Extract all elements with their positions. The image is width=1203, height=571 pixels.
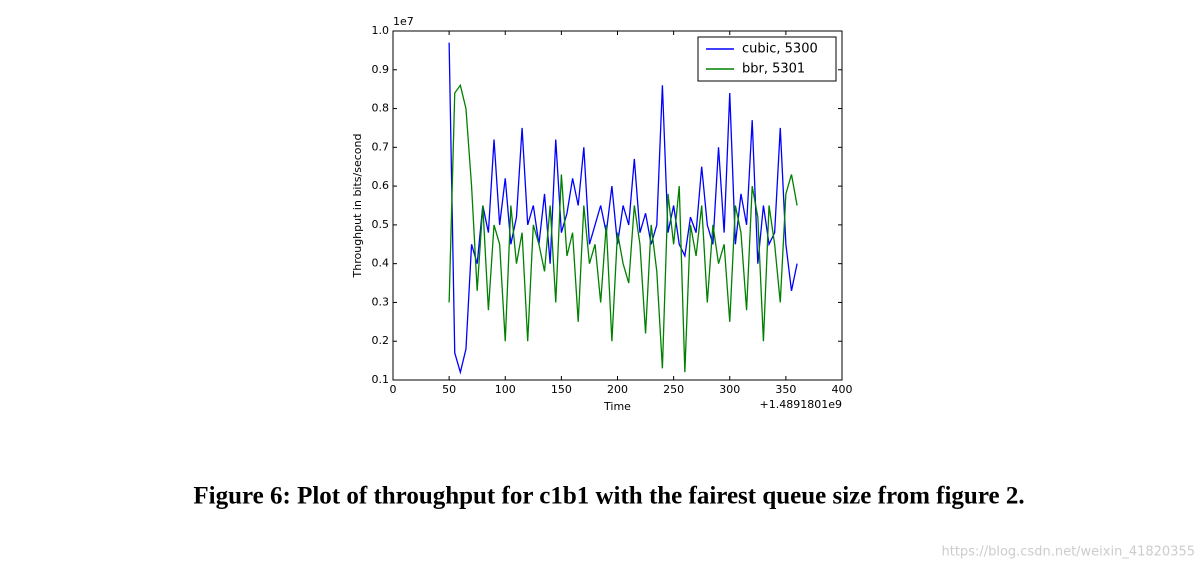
x-tick-label: 200 xyxy=(607,383,628,396)
x-offset: +1.4891801e9 xyxy=(760,398,842,411)
line xyxy=(448,83,798,373)
y-tick-label: 0.1 xyxy=(372,373,390,386)
y-offset: 1e7 xyxy=(393,15,414,28)
x-tick-label: 100 xyxy=(495,383,516,396)
y-tick-label: 0.6 xyxy=(372,179,390,192)
caption: Figure 6: Plot of throughput for c1b1 wi… xyxy=(193,483,1024,510)
y-tick-label: 0.9 xyxy=(372,63,390,76)
x-tick-label: 250 xyxy=(663,383,684,396)
x-tick-label: 300 xyxy=(719,383,740,396)
x-tick-label: 150 xyxy=(551,383,572,396)
watermark: https://blog.csdn.net/weixin_41820355 xyxy=(941,545,1195,560)
plot-area xyxy=(392,30,843,381)
y-tick-label: 0.7 xyxy=(372,140,390,153)
line xyxy=(448,42,798,375)
y-tick-label: 0.2 xyxy=(372,334,390,347)
x-axis-label: Time xyxy=(603,400,631,413)
x-tick-label: 400 xyxy=(832,383,853,396)
y-tick-label: 1.0 xyxy=(372,24,390,37)
legend xyxy=(697,36,837,82)
y-tick-label: 0.3 xyxy=(372,295,390,308)
y-tick-label: 0.5 xyxy=(372,218,390,231)
legend-label: cubic, 5300 xyxy=(742,42,818,57)
x-tick-label: 0 xyxy=(390,383,397,396)
legend-label: bbr, 5301 xyxy=(742,62,805,77)
y-axis-label: Throughput in bits/second xyxy=(351,134,364,279)
y-tick-label: 0.8 xyxy=(372,102,390,115)
x-tick-label: 50 xyxy=(442,383,456,396)
y-tick-label: 0.4 xyxy=(372,257,390,270)
x-tick-label: 350 xyxy=(775,383,796,396)
